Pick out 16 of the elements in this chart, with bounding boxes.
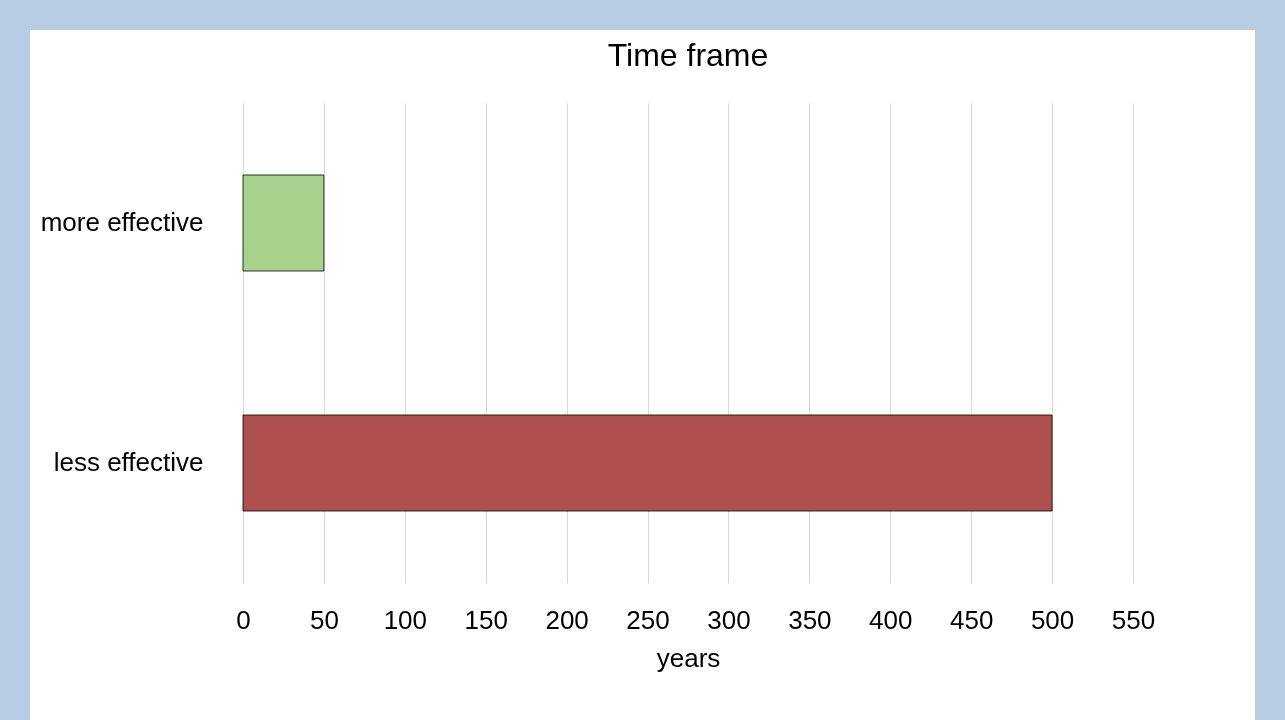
x-tick-label: 150 xyxy=(464,604,508,635)
y-tick-label: more effective xyxy=(40,207,204,237)
x-tick-label: 100 xyxy=(383,604,428,635)
chart-title: Time frame xyxy=(607,37,769,73)
x-tick-label: 400 xyxy=(869,604,913,635)
x-tick-label: 450 xyxy=(949,604,994,635)
x-tick-label: 550 xyxy=(1111,604,1156,635)
x-tick-label: 300 xyxy=(707,604,751,635)
x-tick-label: 500 xyxy=(1030,604,1075,635)
x-tick-label: 0 xyxy=(236,604,251,635)
x-axis-title: years xyxy=(656,642,721,673)
y-tick-label: less effective xyxy=(53,447,204,477)
x-tick-label: 50 xyxy=(309,604,339,635)
x-tick-label: 250 xyxy=(626,604,670,635)
x-tick-label: 350 xyxy=(788,604,832,635)
x-tick-label: 200 xyxy=(545,604,589,635)
